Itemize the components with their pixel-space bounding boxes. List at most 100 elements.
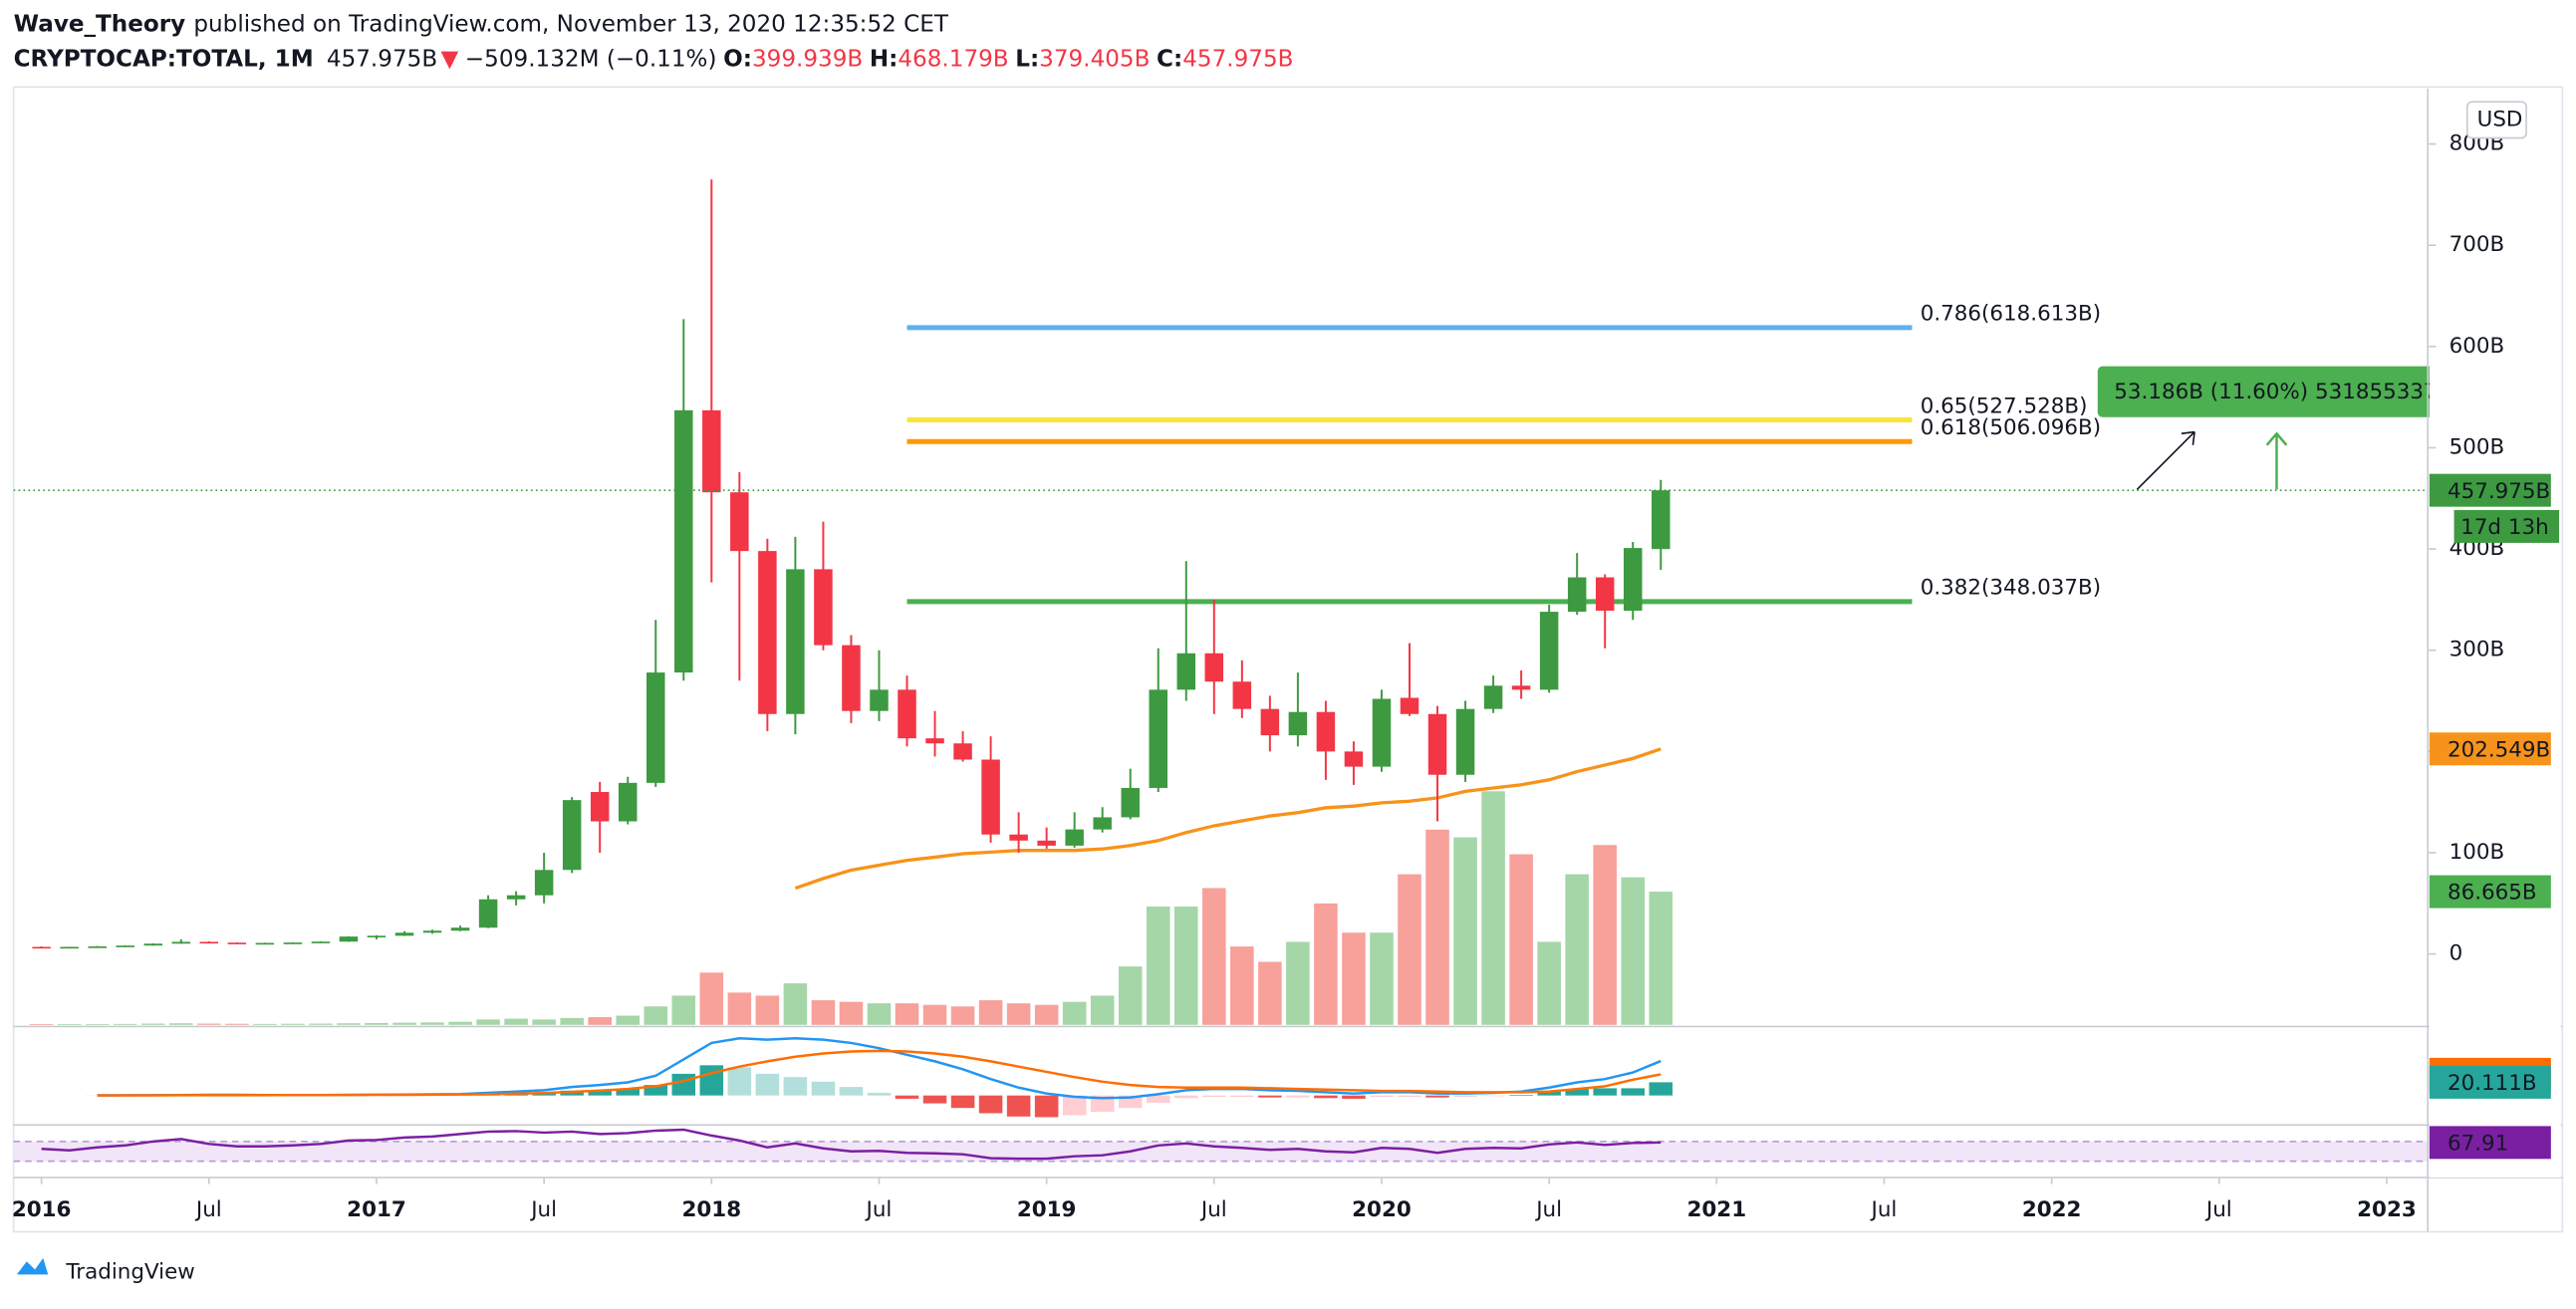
x-tick-label: 2016 — [12, 1197, 72, 1222]
candle-body — [1149, 689, 1168, 788]
macd-histogram — [1090, 1095, 1115, 1113]
volume-bar — [644, 1006, 668, 1025]
y-tick-label: 600B — [2449, 334, 2505, 359]
x-tick-label: 2017 — [347, 1197, 406, 1222]
volume-bar — [1118, 966, 1143, 1025]
macd-histogram — [1509, 1095, 1533, 1096]
macd-histogram — [1062, 1095, 1087, 1116]
candle-body — [1176, 653, 1196, 690]
candle-body — [283, 942, 303, 944]
macd-histogram — [1314, 1095, 1338, 1099]
volume-bar — [1230, 946, 1254, 1025]
macd-histogram — [895, 1095, 919, 1099]
x-tick-label: 2019 — [1017, 1197, 1077, 1222]
candle-body — [1567, 577, 1587, 613]
macd-histogram — [811, 1081, 836, 1096]
volume-bar — [113, 1023, 137, 1025]
fib-label: 0.382(348.037B) — [1921, 576, 2101, 601]
x-tick-label: 2018 — [682, 1197, 742, 1222]
candle-body — [255, 942, 275, 945]
candle-body — [311, 941, 331, 943]
candle-body — [1623, 548, 1643, 612]
volume-bar — [1258, 961, 1282, 1025]
candle-body — [1260, 708, 1280, 736]
candle-body — [870, 689, 889, 711]
candle-body — [339, 936, 359, 942]
macd-histogram — [783, 1077, 808, 1096]
symbol-line: CRYPTOCAP:TOTAL, 1M 457.975B ▼ −509.132M (−… — [14, 46, 1294, 72]
x-tick-label: 2020 — [1352, 1197, 1412, 1222]
chart-frame — [12, 86, 2564, 1233]
measure-box — [2097, 366, 2451, 417]
logo-icon — [16, 1257, 49, 1275]
macd-histogram — [1342, 1095, 1366, 1099]
macd-histogram — [1453, 1095, 1477, 1097]
fib-label: 0.618(506.096B) — [1921, 415, 2101, 440]
symbol: CRYPTOCAP:TOTAL, 1M — [14, 46, 314, 72]
y-tick-label: 300B — [2449, 638, 2505, 662]
volume-bar — [1006, 1003, 1031, 1025]
volume-bar — [1453, 837, 1477, 1025]
volume-bar — [392, 1022, 416, 1025]
y-tick-label: 700B — [2449, 232, 2505, 257]
volume-bar — [811, 1000, 836, 1025]
candle-body — [60, 946, 79, 949]
volume-bar — [253, 1023, 277, 1025]
macd-histogram — [755, 1073, 780, 1096]
ohlc-key: H: — [870, 46, 899, 72]
candle-body — [116, 945, 134, 947]
volume-bar — [895, 1003, 919, 1025]
volume-bar — [616, 1015, 641, 1025]
macd-histogram — [1649, 1082, 1674, 1096]
volume-bar — [1286, 941, 1310, 1025]
macd-histogram — [616, 1089, 641, 1096]
currency-button[interactable] — [2465, 101, 2527, 139]
volume-bar — [1565, 874, 1589, 1025]
volume-bar — [588, 1017, 612, 1025]
macd-histogram — [1146, 1095, 1170, 1103]
candle-body — [394, 932, 414, 936]
candle-body — [898, 689, 916, 739]
volume-bar — [1593, 845, 1617, 1025]
candle-body — [199, 941, 219, 944]
axis-value-box — [2429, 875, 2551, 909]
macd-histogram — [1565, 1089, 1589, 1096]
volume-bar — [532, 1019, 556, 1025]
volume-bar — [839, 1001, 864, 1025]
candle-body — [1595, 577, 1615, 612]
volume-bar — [1062, 1001, 1087, 1025]
candle-body — [534, 870, 554, 896]
fib-label: 0.65(527.528B) — [1921, 393, 2088, 418]
x-tick-label: 2022 — [2022, 1197, 2082, 1222]
measure-arrow — [2136, 431, 2195, 490]
macd-histogram — [867, 1093, 892, 1096]
candle-body — [814, 569, 833, 646]
volume-bar — [1537, 941, 1561, 1025]
macd-histogram — [1230, 1095, 1254, 1097]
candle-body — [1455, 708, 1475, 775]
volume-bar — [1425, 829, 1449, 1025]
volume-bar — [1146, 906, 1170, 1025]
signal-line — [97, 1049, 1662, 1097]
candle-body — [786, 569, 805, 714]
candle-body — [450, 927, 470, 931]
candle-body — [702, 409, 721, 493]
macd-histogram — [1006, 1095, 1031, 1117]
volume-bar — [225, 1023, 249, 1025]
rsi-line — [41, 1128, 1662, 1161]
candle-body — [1037, 840, 1056, 846]
author: Wave_Theory — [14, 11, 186, 37]
macd-histogram — [1425, 1095, 1449, 1098]
volume-bar — [755, 995, 780, 1025]
x-tick-label: Jul — [1534, 1197, 1562, 1222]
footer-text: TradingView — [65, 1260, 194, 1285]
candle-body — [1288, 711, 1308, 736]
candle-body — [478, 899, 498, 928]
volume-bar — [197, 1023, 221, 1025]
macd-histogram — [727, 1067, 752, 1096]
x-tick-label: Jul — [2204, 1197, 2232, 1222]
candle-body — [143, 943, 163, 946]
volume-bar — [448, 1021, 472, 1025]
